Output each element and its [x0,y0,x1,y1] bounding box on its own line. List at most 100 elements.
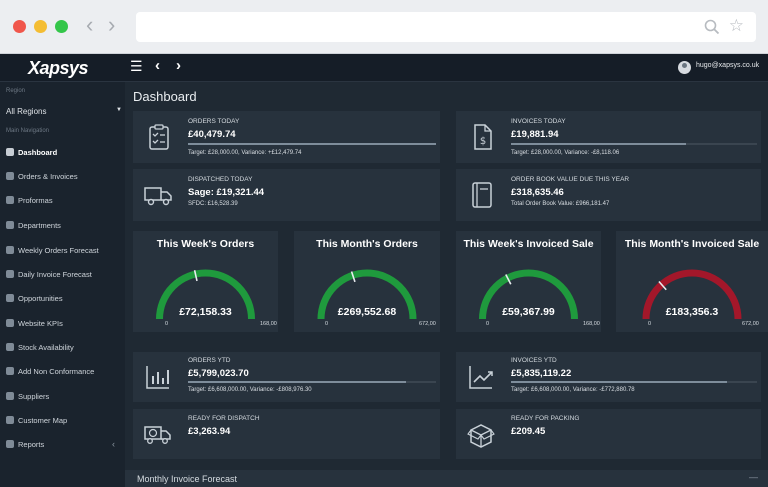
reports-icon [6,440,14,448]
sidebar-item-weekly-orders-forecast[interactable]: Weekly Orders Forecast [0,242,125,260]
gauge-max: 672,00 [742,321,759,327]
gauge-arc [156,269,255,320]
sidebar-item-add-non-conformance[interactable]: Add Non Conformance [0,363,125,381]
browser-back-icon[interactable]: ‹ [86,12,94,37]
card-title: Ready for Dispatch [188,415,260,422]
page-title: Dashboard [133,89,197,104]
delivery-truck-icon [144,187,172,206]
progress-bar [511,143,757,145]
chevron-left-icon[interactable]: ‹ [155,57,160,74]
card-subtext: SFDC: £16,528.39 [188,201,238,207]
minimize-window-button[interactable] [34,20,47,33]
svg-text:$: $ [480,136,486,147]
clipboard-checklist-icon [149,124,169,150]
close-window-button[interactable] [13,20,26,33]
user-email[interactable]: hugo@xapsys.co.uk [696,62,760,69]
maximize-window-button[interactable] [55,20,68,33]
sidebar-item-reports[interactable]: Reports ‹ [0,436,125,454]
orders-today-card[interactable]: Orders Today £40,479.74 Target: £28,000.… [133,111,440,163]
gauge-min: 0 [486,321,490,327]
app-header: Xapsys ☰ ‹ › hugo@xapsys.co.uk [0,54,768,82]
sidebar-item-opportunities[interactable]: Opportunities [0,290,125,308]
gauge-value: £269,552.68 [337,306,397,318]
sidebar-item-proformas[interactable]: Proformas [0,192,125,210]
sidebar-item-departments[interactable]: Departments [0,217,125,235]
card-title: Order Book Value Due This Year [511,176,630,183]
sidebar-item-label: Dashboard [18,148,58,157]
sidebar-item-customer-map[interactable]: Customer Map [0,412,125,430]
gauge-value: £72,158.33 [179,306,232,318]
card-value: £5,799,023.70 [188,368,249,379]
weekly-forecast-icon [6,246,14,254]
card-subtext: Target: £6,608,000.00, Variance: -£772,8… [511,387,635,393]
gauge-needle [505,274,512,285]
caret-down-icon: ▼ [116,107,122,113]
card-subtext: Target: £28,000.00, Variance: -£8,118.06 [511,150,620,156]
invoices-today-card[interactable]: $ Invoices Today £19,881.94 Target: £28,… [456,111,761,163]
sidebar-item-orders-invoices[interactable]: Orders & Invoices [0,168,125,186]
sidebar-item-label: Orders & Invoices [18,172,78,181]
gauge-chart [479,269,578,320]
sidebar-item-label: Daily Invoice Forecast [18,270,92,279]
progress-bar [511,381,757,383]
open-box-icon [467,424,495,448]
monthly-invoice-forecast-panel[interactable]: Monthly Invoice Forecast — [125,470,768,487]
card-value: £5,835,119.22 [511,368,572,379]
search-icon[interactable] [704,19,720,35]
gauge-title: This Week's Orders [156,238,255,250]
gauge-weekly-orders[interactable]: This Week's Orders £72,158.33 0 168,00 [133,231,278,332]
order-book-card[interactable]: Order Book Value Due This Year £318,635.… [456,169,761,221]
card-title: Ready for Packing [511,415,580,422]
customer-map-icon [6,416,14,424]
sidebar-item-label: Suppliers [18,392,50,401]
gauge-monthly-orders[interactable]: This Month's Orders £269,552.68 0 672,00 [294,231,440,332]
gauge-chart [156,269,255,320]
gauge-title: This Month's Invoiced Sale [624,238,760,250]
sidebar-item-daily-invoice-forecast[interactable]: Daily Invoice Forecast [0,266,125,284]
app-logo[interactable]: Xapsys [28,58,89,78]
gauge-title: This Week's Invoiced Sale [463,238,594,250]
invoices-ytd-card[interactable]: Invoices YTD £5,835,119.22 Target: £6,60… [456,352,761,402]
sidebar-item-stock-availability[interactable]: Stock Availability [0,339,125,357]
card-title: Orders Today [188,118,240,125]
gauge-min: 0 [648,321,652,327]
panel-title: Monthly Invoice Forecast [137,474,238,484]
bookmark-star-icon[interactable]: ☆ [728,16,744,35]
stock-icon [6,343,14,351]
line-chart-icon [469,366,493,389]
card-value: £40,479.74 [188,129,236,140]
sidebar-item-website-kpis[interactable]: Website KPIs [0,315,125,333]
sidebar-item-suppliers[interactable]: Suppliers [0,388,125,406]
orders-ytd-card[interactable]: Orders YTD £5,799,023.70 Target: £6,608,… [133,352,440,402]
card-value: £19,881.94 [511,129,559,140]
delivery-timer-icon [144,426,171,444]
ready-for-dispatch-card[interactable]: Ready for Dispatch £3,263.94 [133,409,440,459]
orders-icon [6,172,14,180]
gauge-monthly-invoiced[interactable]: This Month's Invoiced Sale £183,356.3 0 … [616,231,768,332]
departments-icon [6,221,14,229]
card-value: £209.45 [511,426,546,437]
dispatched-today-card[interactable]: Dispatched Today Sage: £19,321.44 SFDC: … [133,169,440,221]
menu-toggle-icon[interactable]: ☰ [130,58,143,74]
suppliers-icon [6,392,14,400]
bar-chart-icon [146,366,169,389]
region-label: Region [6,88,26,94]
card-subtext: Target: £6,608,000.00, Variance: -£808,9… [188,387,312,393]
region-select[interactable]: All Regions ▼ [6,107,122,116]
gauge-arc [317,269,417,320]
ready-for-packing-card[interactable]: Ready for Packing £209.45 [456,409,761,459]
card-title: Invoices YTD [511,357,557,364]
card-value: £3,263.94 [188,426,231,437]
gauge-min: 0 [325,321,329,327]
sidebar-item-label: Opportunities [18,294,63,303]
browser-forward-icon[interactable]: › [108,12,116,37]
avatar[interactable] [678,61,691,74]
sidebar-item-dashboard[interactable]: Dashboard [0,144,125,162]
chevron-right-icon[interactable]: › [176,57,181,74]
gauge-weekly-invoiced[interactable]: This Week's Invoiced Sale £59,367.99 0 1… [456,231,601,332]
website-kpis-icon [6,319,14,327]
address-bar[interactable]: ☆ [136,12,756,42]
collapse-icon[interactable]: — [749,472,758,482]
sidebar-item-label: Website KPIs [18,319,63,328]
